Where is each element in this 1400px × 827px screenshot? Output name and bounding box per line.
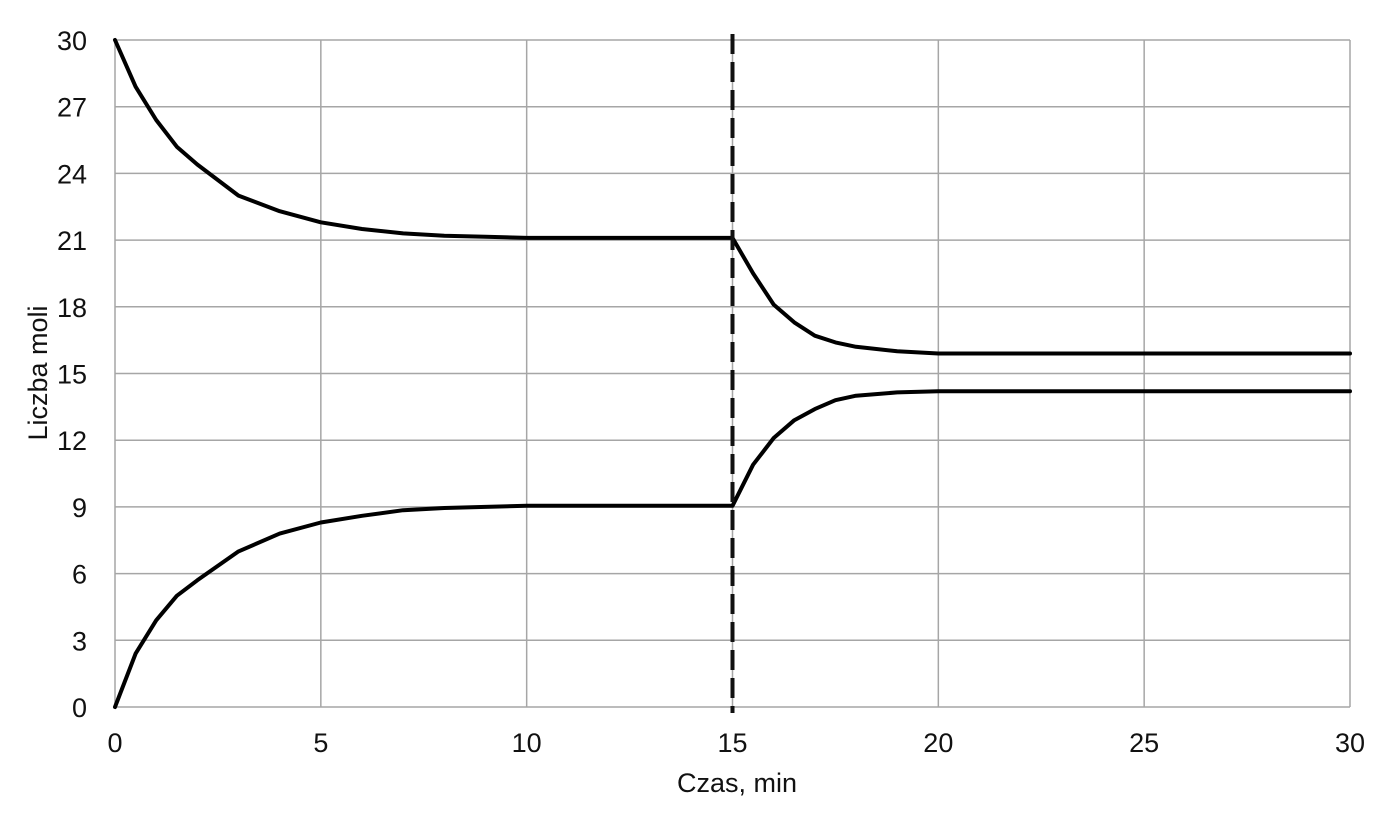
x-tick-label: 20 [923,728,953,758]
series-line-2 [113,389,1352,709]
x-axis-title: Czas, min [677,768,797,798]
x-tick-label: 0 [107,728,122,758]
series-layer [113,38,1352,709]
tick-labels: 0 3 6 9 12 15 18 21 24 27 30 0 5 10 15 20 25 30 [57,26,1365,758]
y-tick-label: 24 [57,159,87,189]
y-tick-label: 9 [72,493,87,523]
x-tick-label: 15 [717,728,747,758]
y-tick-label: 15 [57,360,87,390]
x-tick-label: 30 [1335,728,1365,758]
y-tick-label: 12 [57,426,87,456]
y-axis-title: Liczba moli [23,305,53,440]
series-line-1 [113,38,1352,356]
y-tick-label: 3 [72,626,87,656]
y-tick-label: 18 [57,293,87,323]
y-tick-label: 30 [57,26,87,56]
y-tick-label: 0 [72,693,87,723]
x-tick-label: 10 [512,728,542,758]
x-tick-label: 25 [1129,728,1159,758]
x-tick-label: 5 [313,728,328,758]
y-tick-label: 21 [57,226,87,256]
y-tick-label: 27 [57,93,87,123]
y-tick-label: 6 [72,560,87,590]
